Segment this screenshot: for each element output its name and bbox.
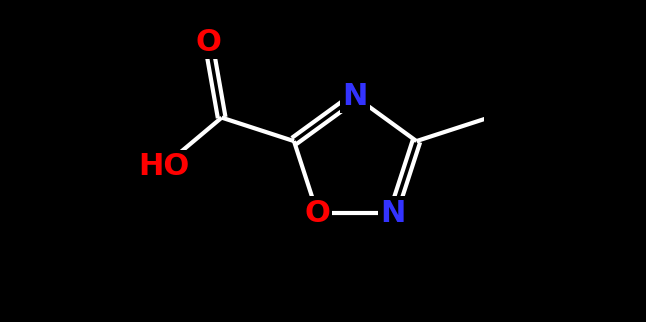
Text: N: N bbox=[380, 199, 406, 228]
Text: O: O bbox=[304, 199, 330, 228]
Text: N: N bbox=[342, 82, 368, 111]
Text: O: O bbox=[196, 28, 222, 57]
Text: HO: HO bbox=[138, 152, 189, 181]
